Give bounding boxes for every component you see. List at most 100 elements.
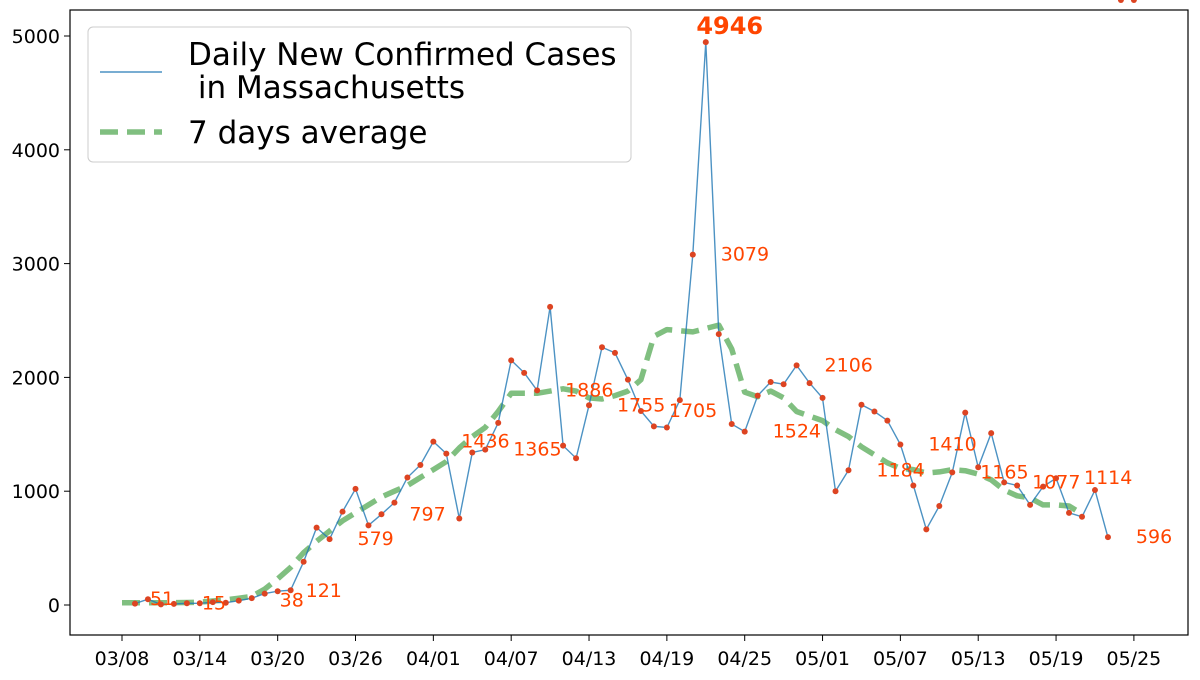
daily-data-point (949, 469, 956, 476)
data-label: 797 (409, 503, 445, 525)
daily-data-point (560, 442, 567, 449)
x-tick-label: 04/25 (717, 648, 772, 670)
y-tick-label: 5000 (12, 26, 60, 48)
daily-data-point (183, 600, 190, 607)
y-tick-label: 1000 (12, 481, 60, 503)
x-tick-label: 03/20 (250, 648, 305, 670)
daily-data-point (845, 467, 852, 474)
legend-daily-label-line1: Daily New Confirmed Cases (188, 37, 617, 73)
daily-data-point (261, 590, 268, 597)
daily-data-point (573, 455, 580, 462)
daily-data-point (884, 417, 891, 424)
daily-data-point (910, 482, 917, 489)
daily-data-point (1079, 513, 1086, 520)
daily-data-point (793, 362, 800, 369)
daily-data-point (1014, 482, 1021, 489)
legend-average-label: 7 days average (188, 115, 428, 151)
daily-data-point (352, 485, 359, 492)
daily-data-point (378, 511, 385, 518)
daily-data-point (248, 595, 255, 602)
data-label: 1524 (773, 421, 821, 443)
daily-data-point (936, 502, 943, 509)
daily-data-point (1117, 0, 1124, 3)
x-tick-label: 04/13 (562, 648, 617, 670)
daily-data-point (222, 599, 229, 606)
data-label: 1365 (513, 439, 561, 461)
daily-data-point (339, 508, 346, 515)
data-label: 1077 (1032, 471, 1080, 493)
data-label: 1705 (669, 400, 717, 422)
legend-daily-label-line2: in Massachusetts (188, 70, 465, 106)
x-tick-label: 04/01 (406, 648, 461, 670)
y-tick-label: 0 (48, 595, 60, 617)
daily-data-point (1104, 534, 1111, 541)
daily-data-point (1040, 483, 1047, 490)
daily-data-point (170, 600, 177, 607)
data-label: 1184 (876, 459, 924, 481)
daily-data-point (443, 450, 450, 457)
daily-data-point (871, 408, 878, 415)
daily-data-point (715, 331, 722, 338)
x-tick-label: 05/13 (951, 648, 1006, 670)
data-label: 1410 (928, 434, 976, 456)
daily-data-point (235, 597, 242, 604)
daily-data-point (196, 600, 203, 607)
daily-series-line (134, 42, 1109, 606)
data-label: 596 (1136, 526, 1172, 548)
daily-data-point (806, 380, 813, 387)
daily-data-point (637, 407, 644, 414)
daily-data-point (650, 423, 657, 430)
x-tick-label: 05/01 (795, 648, 850, 670)
daily-data-point (508, 357, 515, 364)
daily-data-point (676, 397, 683, 404)
daily-data-point (702, 39, 709, 46)
plot-frame (69, 9, 1189, 636)
daily-data-point (209, 599, 216, 606)
data-label: 1114 (1084, 467, 1132, 489)
daily-data-point (832, 488, 839, 495)
daily-data-point (313, 524, 320, 531)
daily-data-point (1001, 479, 1008, 486)
x-tick-label: 05/25 (1107, 648, 1162, 670)
daily-data-point (962, 409, 969, 416)
daily-data-point (689, 251, 696, 258)
daily-data-point (456, 515, 463, 522)
daily-data-point (858, 401, 865, 408)
y-tick-label: 2000 (12, 367, 60, 389)
daily-data-point (482, 446, 489, 453)
daily-data-point (534, 387, 541, 394)
daily-data-point (663, 424, 670, 431)
x-tick-label: 04/19 (639, 648, 694, 670)
y-tick-label: 3000 (12, 254, 60, 276)
data-label: 1165 (980, 461, 1028, 483)
data-label: 38 (280, 590, 304, 612)
daily-data-point (923, 526, 930, 533)
daily-data-point (780, 381, 787, 388)
daily-data-point (365, 522, 372, 529)
daily-data-point (975, 464, 982, 471)
daily-data-point (326, 536, 333, 543)
legend-box (87, 26, 632, 163)
daily-data-point (430, 438, 437, 445)
x-tick-label: 03/26 (328, 648, 383, 670)
data-label: 1886 (565, 379, 613, 401)
daily-data-point (988, 430, 995, 437)
x-tick-label: 05/07 (873, 648, 928, 670)
data-label: 1755 (617, 394, 665, 416)
daily-data-point (404, 474, 411, 481)
daily-data-point (599, 344, 606, 351)
daily-data-point (897, 441, 904, 448)
data-label: 51 (150, 588, 174, 610)
data-label: 15 (202, 592, 226, 614)
daily-data-point (767, 378, 774, 385)
data-label: 3079 (721, 244, 769, 266)
daily-data-point (1066, 509, 1073, 516)
daily-data-point (131, 600, 138, 607)
data-label: 2106 (825, 354, 873, 376)
peak-label: 4946 (696, 12, 763, 40)
daily-data-point (624, 376, 631, 383)
daily-data-point (300, 558, 307, 565)
x-tick-label: 03/14 (172, 648, 227, 670)
